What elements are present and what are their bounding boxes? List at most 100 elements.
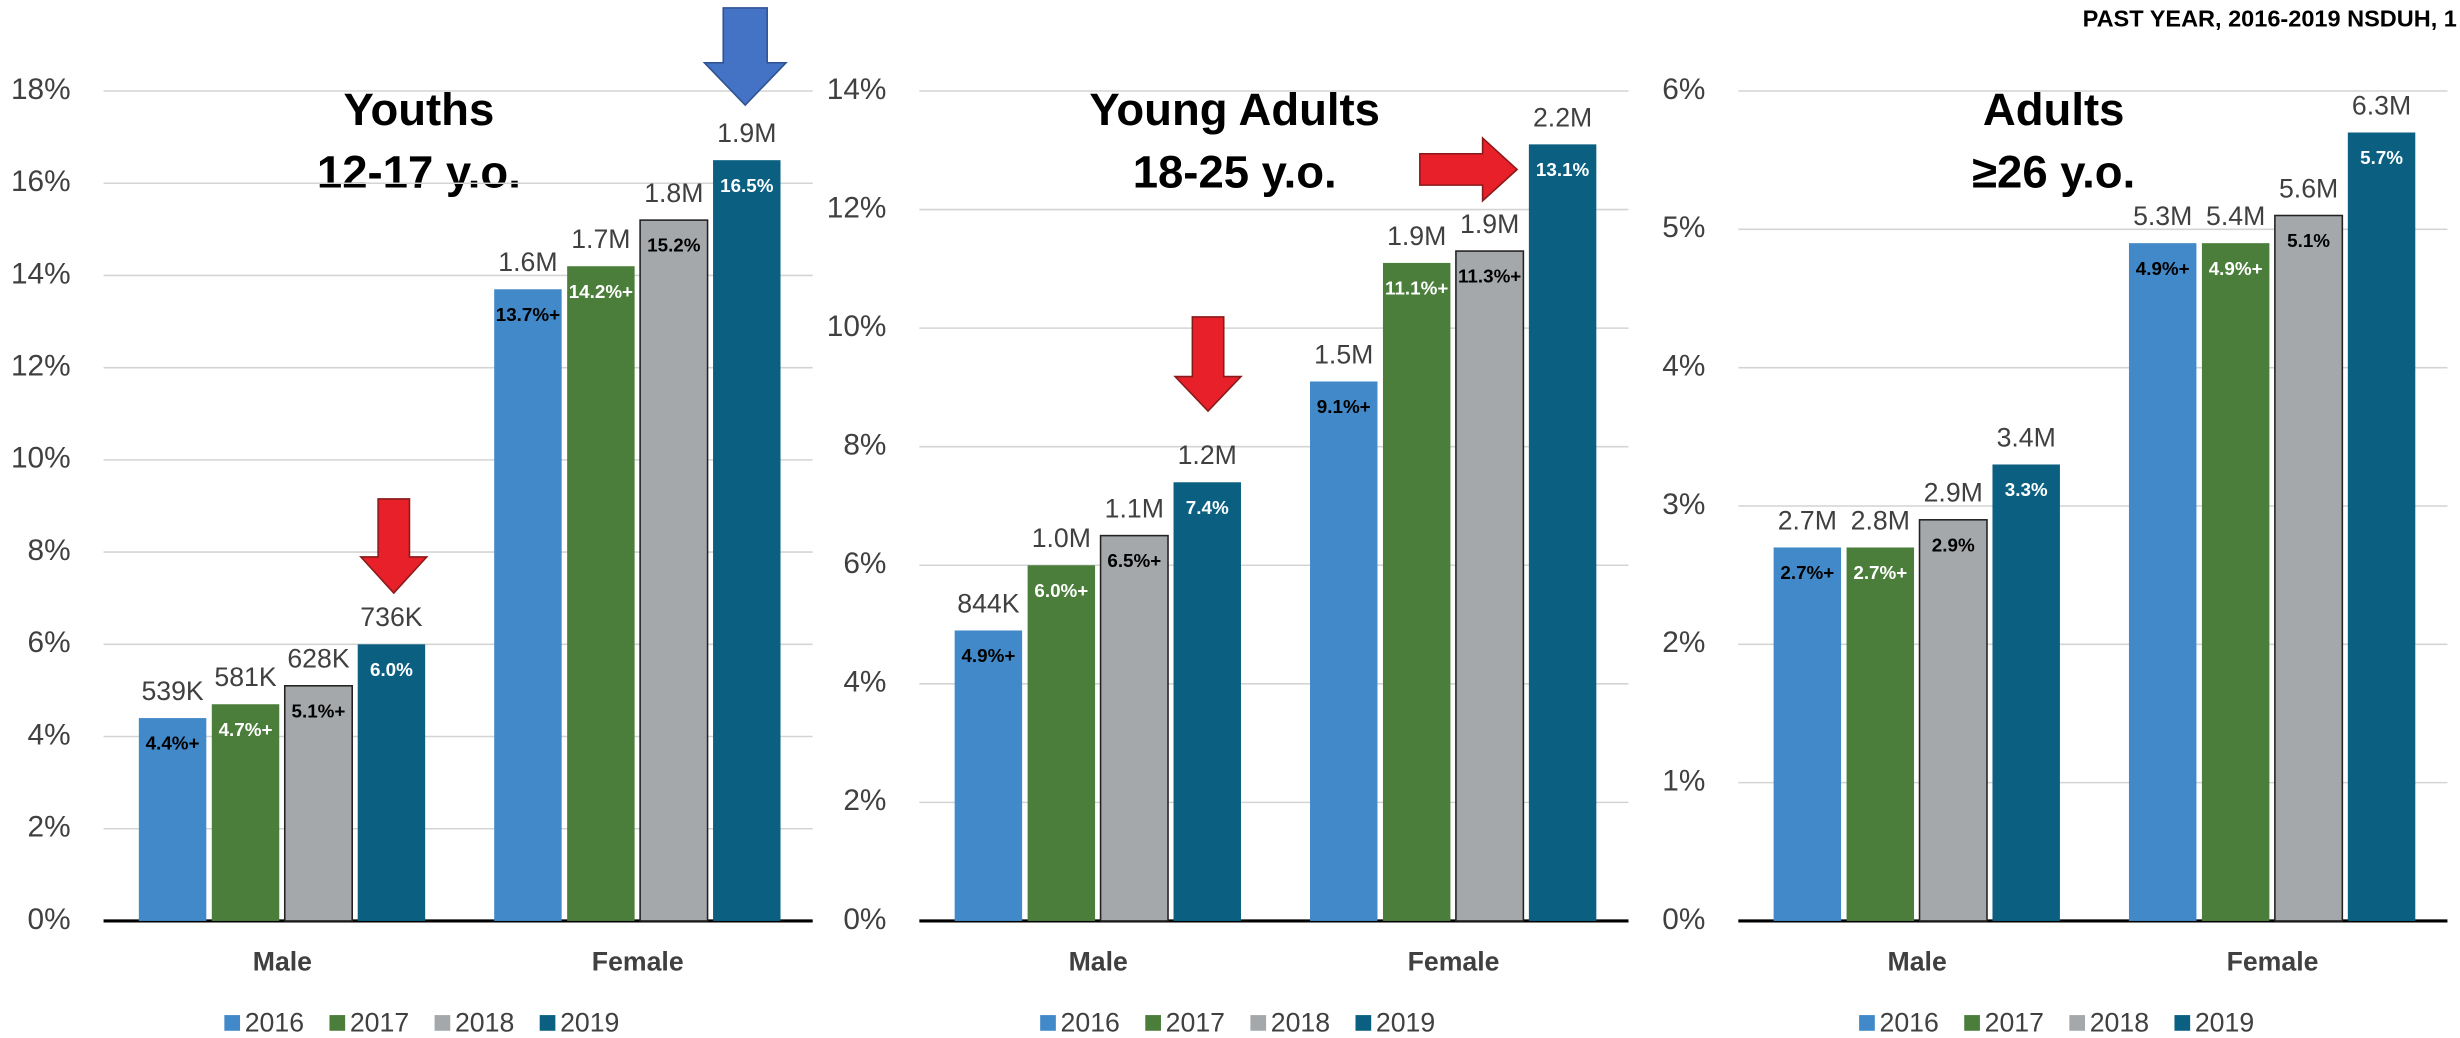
y-tick-label: 6% [28, 626, 71, 659]
count-label: 628K [287, 644, 349, 674]
y-tick-label: 10% [827, 310, 887, 343]
legend-label: 2018 [1271, 1008, 1330, 1038]
value-label: 4.9%+ [961, 645, 1015, 666]
bar [954, 630, 1023, 921]
legend-label: 2019 [1376, 1008, 1435, 1038]
count-label: 1.8M [644, 178, 703, 208]
value-label: 7.4% [1186, 497, 1229, 518]
value-label: 4.9%+ [2136, 258, 2190, 279]
value-label: 14.2%+ [569, 281, 633, 302]
legend-swatch [1040, 1015, 1056, 1031]
value-label: 4.7%+ [219, 719, 273, 740]
count-label: 539K [141, 676, 203, 706]
legend-swatch [1145, 1015, 1161, 1031]
legend-label: 2017 [1985, 1008, 2044, 1038]
legend-label: 2018 [455, 1008, 514, 1038]
count-label: 6.3M [2352, 90, 2411, 120]
legend-label: 2017 [1166, 1008, 1225, 1038]
y-tick-label: 4% [1662, 350, 1705, 383]
legend-swatch [2174, 1015, 2191, 1031]
y-tick-label: 5% [1662, 211, 1705, 244]
count-label: 3.4M [1997, 422, 2056, 452]
y-tick-label: 12% [11, 350, 71, 383]
y-tick-label: 2% [843, 784, 886, 817]
count-label: 844K [957, 588, 1019, 618]
value-label: 4.9%+ [2209, 258, 2263, 279]
legend-label: 2017 [350, 1008, 409, 1038]
count-label: 1.7M [571, 224, 630, 254]
legend-label: 2016 [1880, 1008, 1939, 1038]
bar [357, 644, 426, 921]
count-label: 1.1M [1105, 494, 1164, 524]
bar [2274, 214, 2344, 922]
y-tick-label: 18% [11, 73, 71, 106]
x-tick-label: Male [1888, 946, 1947, 976]
y-tick-label: 8% [843, 429, 886, 462]
value-label: 11.3%+ [1458, 266, 1521, 287]
x-tick-label: Female [592, 946, 684, 976]
value-label: 2.7%+ [1853, 562, 1907, 583]
count-label: 5.6M [2279, 173, 2338, 203]
bar [1918, 519, 1988, 922]
bar [639, 219, 709, 922]
legend-label: 2019 [2195, 1008, 2254, 1038]
value-label: 5.1%+ [292, 700, 346, 721]
bar [1310, 381, 1378, 921]
bar [138, 718, 207, 921]
count-label: 1.9M [717, 118, 776, 148]
chart-title: Adults [1983, 84, 2125, 135]
x-tick-label: Male [253, 946, 312, 976]
x-tick-label: Male [1069, 946, 1128, 976]
value-label: 9.1%+ [1317, 396, 1371, 417]
bar [1455, 250, 1525, 922]
value-label: 6.5%+ [1107, 550, 1161, 571]
y-tick-label: 14% [11, 257, 71, 290]
arrow [359, 498, 429, 595]
legend-label: 2016 [1061, 1008, 1120, 1038]
header: PAST YEAR, 2016-2019 NSDUH, 1 [2083, 6, 2457, 32]
bar [1992, 464, 2060, 921]
y-tick-label: 0% [1662, 903, 1705, 936]
count-label: 1.9M [1460, 209, 1519, 239]
y-tick-label: 12% [827, 191, 887, 224]
legend-swatch [1250, 1015, 1267, 1031]
legend-label: 2016 [245, 1008, 304, 1038]
arrow [702, 7, 788, 107]
value-label: 4.4%+ [146, 733, 200, 754]
chart-title: 12-17 y.o. [317, 147, 521, 198]
bar [211, 704, 280, 921]
y-tick-label: 10% [11, 442, 71, 475]
legend-swatch [434, 1015, 451, 1031]
value-label: 15.2% [647, 235, 701, 256]
y-tick-label: 8% [28, 534, 71, 567]
count-label: 2.7M [1778, 505, 1837, 535]
bar [1173, 482, 1241, 921]
value-label: 13.1% [1536, 159, 1590, 180]
bar [1099, 534, 1169, 922]
value-label: 2.7%+ [1780, 562, 1834, 583]
y-tick-label: 0% [843, 903, 886, 936]
bar [494, 289, 562, 921]
count-label: 5.3M [2133, 201, 2192, 231]
value-label: 11.1%+ [1385, 278, 1448, 299]
value-label: 6.0%+ [1034, 580, 1088, 601]
count-label: 1.0M [1032, 523, 1091, 553]
count-label: 736K [360, 602, 422, 632]
bar [1027, 565, 1096, 921]
value-label: 6.0% [370, 659, 413, 680]
bar [1846, 547, 1915, 921]
legend-label: 2019 [560, 1008, 619, 1038]
y-tick-label: 0% [28, 903, 71, 936]
y-tick-label: 2% [1662, 626, 1705, 659]
value-label: 2.9% [1932, 534, 1975, 555]
arrow [1173, 316, 1243, 413]
legend-swatch [1355, 1015, 1372, 1031]
legend-swatch [224, 1015, 241, 1031]
count-label: 1.5M [1314, 339, 1373, 369]
count-label: 1.2M [1178, 440, 1237, 470]
value-label: 13.7%+ [496, 304, 560, 325]
bar [1382, 262, 1451, 921]
x-tick-label: Female [2227, 946, 2319, 976]
y-tick-label: 14% [827, 73, 887, 106]
y-tick-label: 4% [28, 718, 71, 751]
